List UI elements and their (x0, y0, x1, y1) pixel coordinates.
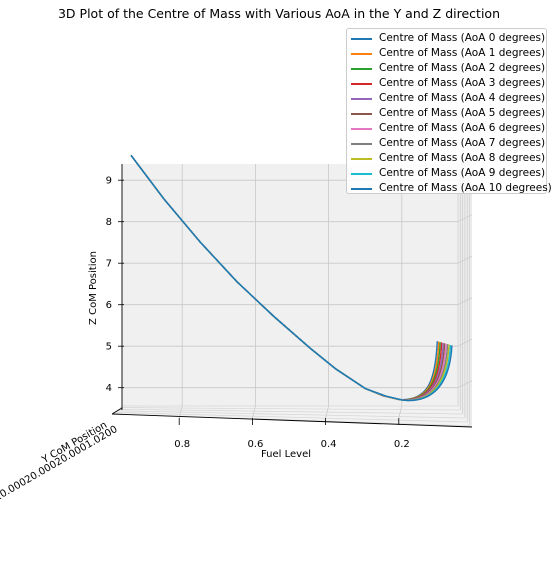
legend-label: Centre of Mass (AoA 10 degrees) (379, 182, 552, 194)
chart-title: 3D Plot of the Centre of Mass with Vario… (58, 6, 500, 21)
legend-swatch (351, 52, 372, 55)
legend-label: Centre of Mass (AoA 2 degrees) (379, 62, 546, 74)
grid-line-y-floor (113, 412, 468, 423)
y-axis-line (111, 407, 123, 415)
grid-line-y-floor (119, 407, 461, 411)
legend-swatch (351, 112, 372, 115)
back-pane (122, 164, 458, 406)
z-tick-label: 4 (106, 383, 112, 394)
series-lines (130, 154, 453, 402)
legend-label: Centre of Mass (AoA 8 degrees) (379, 152, 546, 164)
legend-label: Centre of Mass (AoA 7 degrees) (379, 137, 546, 149)
z-tick-label: 9 (106, 176, 112, 187)
legend-item: Centre of Mass (AoA 7 degrees) (351, 136, 545, 151)
legend-swatch (351, 37, 372, 40)
legend-item: Centre of Mass (AoA 0 degrees) (351, 31, 545, 46)
z-tick-label: 7 (106, 259, 112, 270)
legend-item: Centre of Mass (AoA 4 degrees) (351, 91, 545, 106)
legend: Centre of Mass (AoA 0 degrees) Centre of … (346, 28, 552, 194)
axes-panes (112, 160, 472, 427)
tick-labels: 0.8 0.6 0.4 0.2 9 8 7 6 5 4 (106, 176, 410, 450)
z-tick-label: 8 (106, 217, 112, 228)
legend-item: Centre of Mass (AoA 10 degrees) (351, 181, 552, 196)
legend-swatch (351, 172, 372, 175)
legend-label: Centre of Mass (AoA 6 degrees) (379, 122, 546, 134)
floor-pane (112, 406, 472, 427)
legend-item: Centre of Mass (AoA 9 degrees) (351, 166, 545, 181)
z-tick-label: 6 (106, 300, 112, 311)
legend-item: Centre of Mass (AoA 1 degrees) (351, 46, 545, 61)
legend-item: Centre of Mass (AoA 6 degrees) (351, 121, 545, 136)
legend-swatch (351, 82, 372, 85)
legend-swatch (351, 187, 372, 190)
grid-line-y-floor (115, 410, 465, 419)
legend-item: Centre of Mass (AoA 2 degrees) (351, 61, 545, 76)
legend-swatch (351, 97, 372, 100)
legend-label: Centre of Mass (AoA 5 degrees) (379, 107, 546, 119)
y-axis-tick-labels: -0.00020.00020.00020.0001.0200 (0, 424, 119, 520)
series-line-aoa-10 (130, 154, 453, 402)
grid-line-y-floor (117, 408, 463, 415)
legend-item: Centre of Mass (AoA 5 degrees) (351, 106, 545, 121)
legend-label: Centre of Mass (AoA 9 degrees) (379, 167, 546, 179)
legend-item: Centre of Mass (AoA 8 degrees) (351, 151, 545, 166)
legend-label: Centre of Mass (AoA 4 degrees) (379, 92, 546, 104)
z-tick-label: 5 (106, 342, 112, 353)
legend-swatch (351, 157, 372, 160)
legend-label: Centre of Mass (AoA 1 degrees) (379, 47, 546, 59)
legend-label: Centre of Mass (AoA 3 degrees) (379, 77, 546, 89)
x-axis-label: Fuel Level (261, 449, 311, 460)
grid-line-x-floor (398, 405, 403, 419)
x-tick-label: 0.2 (394, 439, 410, 450)
legend-item: Centre of Mass (AoA 3 degrees) (351, 76, 545, 91)
legend-swatch (351, 127, 372, 130)
legend-swatch (351, 142, 372, 145)
legend-label: Centre of Mass (AoA 0 degrees) (379, 32, 546, 44)
x-tick-label: 0.4 (321, 439, 337, 450)
grid (111, 160, 473, 427)
x-axis-line (111, 413, 473, 428)
x-tick-label: 0.8 (174, 439, 190, 450)
legend-swatch (351, 67, 372, 70)
x-tick-label: 0.6 (247, 439, 263, 450)
z-axis-label: Z CoM Position (88, 251, 99, 325)
axes (111, 164, 473, 428)
